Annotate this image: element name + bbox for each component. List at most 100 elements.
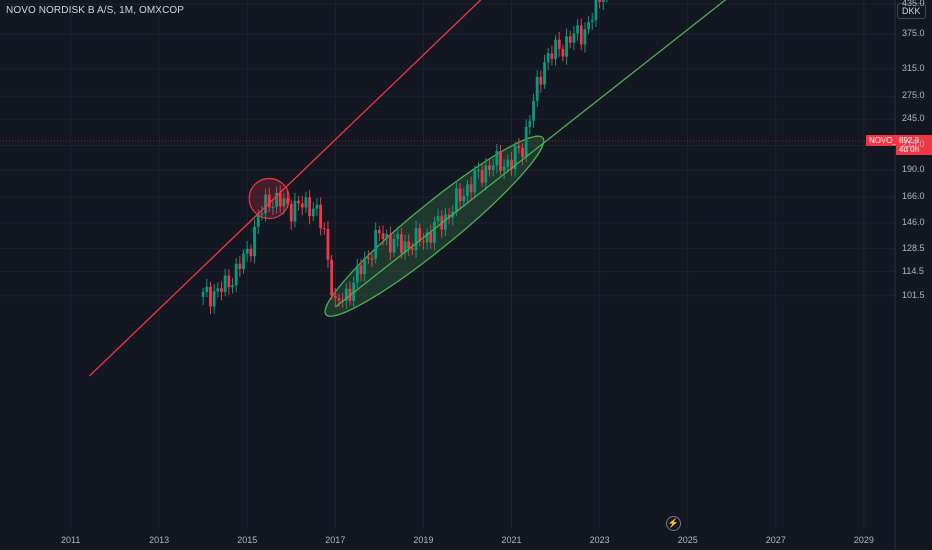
highlight-circle [248, 177, 290, 220]
candle-body [366, 257, 370, 259]
candle [557, 31, 561, 57]
candle [601, 0, 605, 10]
candle-body [557, 39, 561, 49]
candle-body [297, 200, 300, 204]
candle [374, 222, 378, 264]
candle [300, 195, 304, 216]
candle-body [466, 184, 469, 196]
price-tick-label: 146.0 [902, 216, 925, 227]
candle-body [601, 0, 605, 2]
candle-body [587, 21, 590, 30]
candle-body [473, 170, 477, 193]
candle [212, 283, 216, 314]
candle-body [242, 253, 245, 270]
candle [278, 185, 282, 213]
candle-body [410, 248, 414, 250]
candle-body [220, 288, 223, 292]
candle [297, 195, 300, 211]
candle-body [506, 159, 510, 167]
candle-body [231, 285, 234, 288]
candle [554, 35, 557, 66]
candle [377, 225, 381, 242]
candle-body [598, 0, 601, 2]
price-box: 892.9 4d 0h [896, 135, 932, 155]
currency-button[interactable]: DKK [897, 3, 926, 19]
candle-body [344, 288, 348, 301]
candle-body [499, 151, 502, 172]
candle [267, 187, 271, 213]
time-tick-label: 2017 [325, 535, 346, 545]
price-tick-label: 245.0 [902, 113, 925, 124]
candle [484, 158, 488, 191]
candle [583, 22, 587, 53]
time-tick-label: 2023 [589, 535, 610, 545]
candle-body [429, 232, 433, 243]
candle [403, 234, 407, 260]
candle [311, 202, 315, 222]
candle-body [330, 259, 334, 296]
time-tick-label: 2015 [237, 535, 258, 545]
candle-body [308, 197, 312, 217]
candle [521, 143, 524, 166]
candle [598, 0, 601, 9]
candle-body [407, 241, 411, 249]
candle [433, 216, 436, 251]
candle [587, 15, 590, 35]
candle [238, 256, 242, 277]
candle [572, 26, 576, 50]
candle-body [433, 221, 436, 243]
candle-body [455, 188, 458, 212]
candle [392, 233, 396, 257]
candle-body [484, 165, 488, 183]
candle-body [550, 53, 554, 59]
candle-body [521, 148, 524, 157]
candle [606, 0, 608, 3]
candle [220, 281, 223, 301]
candle-body [546, 53, 550, 63]
lower-trendline [334, 0, 727, 308]
candle-body [565, 36, 568, 57]
candle-body [374, 229, 378, 259]
candles [201, 0, 608, 315]
candle [344, 283, 348, 309]
candle-body [436, 216, 440, 222]
lightning-icon[interactable]: ⚡ [666, 516, 681, 531]
candle [477, 162, 480, 179]
candle-body [403, 241, 407, 253]
candle-body [282, 198, 286, 207]
price-tick-label: 315.0 [902, 62, 925, 73]
candle [499, 145, 502, 176]
candle-body [385, 234, 389, 240]
candle-body [399, 234, 403, 253]
candle [209, 281, 212, 315]
candle-body [539, 76, 543, 85]
candle-body [488, 165, 491, 170]
candle-body [396, 234, 400, 240]
candle-body [510, 159, 513, 170]
candle [480, 164, 484, 188]
candle [495, 143, 499, 174]
price-tick-label: 101.5 [902, 289, 925, 300]
candle [535, 70, 539, 107]
candle-body [532, 100, 535, 121]
candle-body [300, 203, 304, 208]
candle [275, 186, 278, 214]
candle [414, 220, 418, 259]
time-tick-label: 2025 [677, 535, 698, 545]
candle [363, 251, 367, 282]
candle-body [264, 194, 267, 214]
candle [322, 222, 326, 235]
candle [510, 152, 513, 177]
candle-body [289, 203, 293, 222]
candle [260, 205, 264, 221]
candle-body [572, 33, 576, 43]
candle-body [502, 166, 506, 172]
price-tick-label: 166.0 [902, 191, 925, 202]
candle [473, 165, 477, 198]
candle-body [422, 241, 425, 243]
candle [381, 225, 385, 246]
candle-body [209, 286, 212, 307]
candle [590, 12, 594, 30]
candle-body [579, 25, 583, 45]
